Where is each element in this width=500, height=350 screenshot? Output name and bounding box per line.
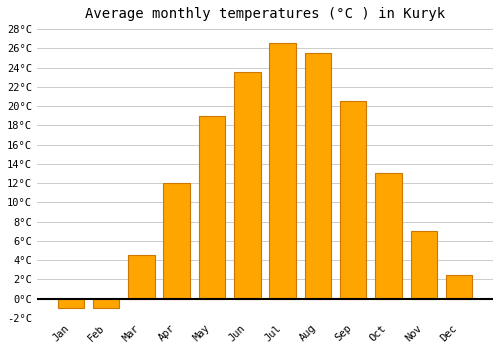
- Title: Average monthly temperatures (°C ) in Kuryk: Average monthly temperatures (°C ) in Ku…: [85, 7, 445, 21]
- Bar: [198, 116, 225, 299]
- Bar: [304, 53, 331, 299]
- Bar: [446, 274, 472, 299]
- Bar: [340, 101, 366, 299]
- Bar: [128, 255, 154, 299]
- Bar: [164, 183, 190, 299]
- Bar: [234, 72, 260, 299]
- Bar: [270, 43, 296, 299]
- Bar: [93, 299, 120, 308]
- Bar: [58, 299, 84, 308]
- Bar: [410, 231, 437, 299]
- Bar: [375, 174, 402, 299]
